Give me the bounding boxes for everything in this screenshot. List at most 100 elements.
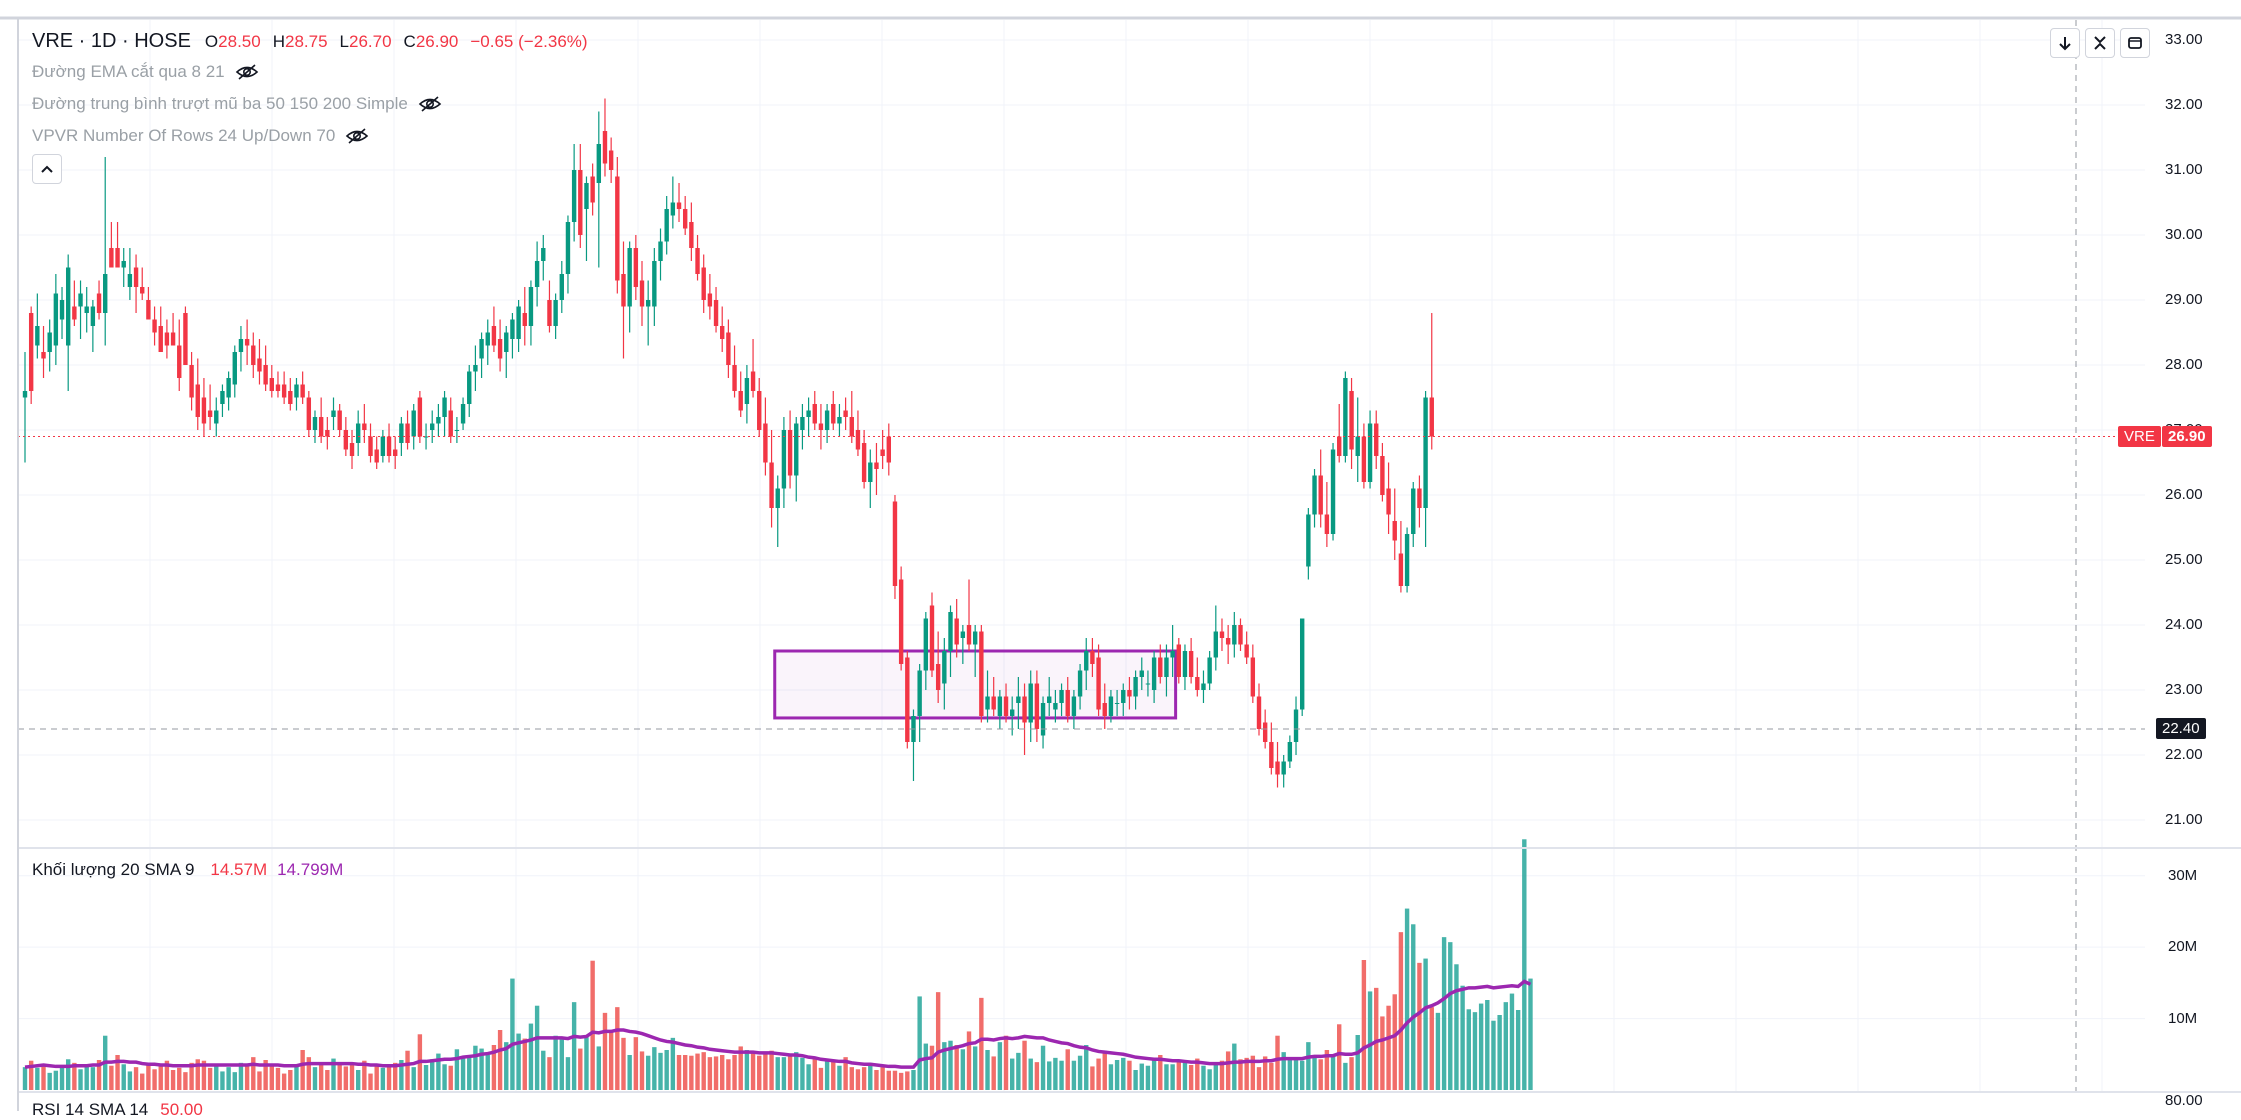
volume-bar	[997, 1042, 1003, 1090]
candle-body	[1084, 651, 1089, 671]
volume-bar	[800, 1057, 805, 1090]
indicator-vpvr[interactable]: VPVR Number Of Rows 24 Up/Down 70	[32, 126, 369, 146]
symbol-legend[interactable]: VRE · 1D · HOSE O28.50 H28.75 L26.70 C26…	[32, 30, 588, 53]
volume-bar	[732, 1055, 737, 1090]
candle-body	[670, 202, 676, 216]
candle-body	[41, 352, 46, 359]
candle-body	[195, 384, 200, 417]
volume-bar	[824, 1059, 830, 1090]
candle-body	[806, 410, 811, 417]
candle-body	[1225, 638, 1231, 645]
volume-bar	[1170, 1064, 1175, 1090]
candle-body	[1077, 670, 1083, 697]
candle-body	[775, 488, 780, 508]
volume-bar	[775, 1057, 780, 1090]
symbol-title[interactable]: VRE · 1D · HOSE	[32, 30, 191, 52]
candle-body	[1047, 696, 1052, 703]
volume-bar	[584, 1037, 589, 1090]
candle-body	[140, 287, 145, 294]
volume-tick-label: 10M	[2168, 1009, 2198, 1027]
candle-body	[744, 378, 750, 404]
eye-off-icon[interactable]	[418, 95, 442, 113]
volume-bar	[1509, 993, 1515, 1090]
candle-body	[115, 248, 120, 268]
candle-body	[281, 384, 287, 398]
volume-bar	[1102, 1050, 1107, 1090]
indicator-tema[interactable]: Đường trung bình trượt mũ ba 50 150 200 …	[32, 94, 442, 114]
volume-bar	[726, 1059, 731, 1090]
maximize-pane-button[interactable]	[2120, 28, 2150, 58]
candle-body	[1404, 534, 1410, 586]
candle-body	[985, 696, 990, 710]
volume-bar	[170, 1070, 176, 1090]
candle-body	[1250, 657, 1256, 697]
candle-body	[1102, 703, 1107, 716]
candle-body	[368, 436, 373, 456]
volume-bar	[368, 1073, 373, 1090]
candle-body	[929, 605, 935, 671]
indicator-ema[interactable]: Đường EMA cắt qua 8 21	[32, 62, 259, 82]
volume-bar	[1127, 1060, 1132, 1090]
volume-value: 14.57M	[210, 860, 268, 879]
scroll-down-button[interactable]	[2050, 28, 2080, 58]
candle-body	[1145, 683, 1151, 685]
volume-bar	[214, 1065, 219, 1090]
eye-off-icon[interactable]	[345, 127, 369, 145]
rsi-legend[interactable]: RSI 14 SMA 14 50.00	[32, 1100, 203, 1120]
candle-body	[294, 384, 299, 398]
candle-body	[676, 202, 682, 209]
volume-bar	[183, 1072, 188, 1090]
candle-body	[602, 131, 608, 164]
volume-bar	[479, 1048, 484, 1090]
volume-bar	[35, 1067, 40, 1090]
candle-body	[682, 209, 688, 229]
indicator-ema-label: Đường EMA cắt qua 8 21	[32, 62, 225, 81]
volume-bar	[164, 1060, 170, 1090]
volume-bar	[516, 1033, 521, 1090]
eye-off-icon[interactable]	[235, 63, 259, 81]
volume-bar	[1158, 1055, 1163, 1090]
candle-body	[1417, 488, 1422, 508]
volume-bar	[1219, 1060, 1225, 1090]
candle-body	[1355, 436, 1360, 456]
candle-body	[504, 332, 509, 352]
collapse-legend-button[interactable]	[32, 154, 62, 184]
candle-body	[547, 300, 552, 326]
volume-bar	[861, 1067, 867, 1090]
candle-body	[1016, 696, 1021, 703]
volume-bar	[1269, 1062, 1274, 1090]
volume-bar	[473, 1045, 478, 1090]
candle-body	[1293, 709, 1299, 742]
chevron-up-icon	[41, 165, 53, 173]
candle-body	[837, 417, 842, 424]
candle-body	[331, 410, 336, 417]
candle-body	[28, 313, 34, 391]
candle-body	[720, 326, 725, 339]
volume-bar	[306, 1057, 312, 1090]
volume-bar	[608, 1030, 614, 1090]
candle-body	[1275, 761, 1280, 775]
candle-body	[1343, 378, 1348, 456]
candle-body	[1053, 703, 1058, 710]
volume-bar	[707, 1057, 713, 1090]
volume-bar	[923, 1043, 929, 1090]
candle-body	[78, 293, 83, 307]
collapse-pane-button[interactable]	[2085, 28, 2115, 58]
close-value: 26.90	[415, 31, 459, 51]
volume-bar	[201, 1060, 207, 1090]
candle-body	[997, 696, 1003, 716]
volume-bar	[1417, 962, 1422, 1090]
candle-body	[1108, 696, 1114, 716]
volume-legend[interactable]: Khối lượng 20 SMA 9 14.57M 14.799M	[32, 860, 343, 880]
volume-bar	[1386, 1005, 1391, 1090]
candle-body	[880, 449, 885, 456]
candle-body	[1158, 657, 1163, 677]
volume-bar	[41, 1064, 46, 1090]
candle-body	[898, 579, 904, 664]
volume-bar	[596, 1046, 602, 1090]
volume-bar	[1497, 1015, 1502, 1090]
arrow-down-icon	[2059, 37, 2071, 51]
volume-bar	[127, 1071, 133, 1090]
candle-body	[645, 300, 651, 307]
